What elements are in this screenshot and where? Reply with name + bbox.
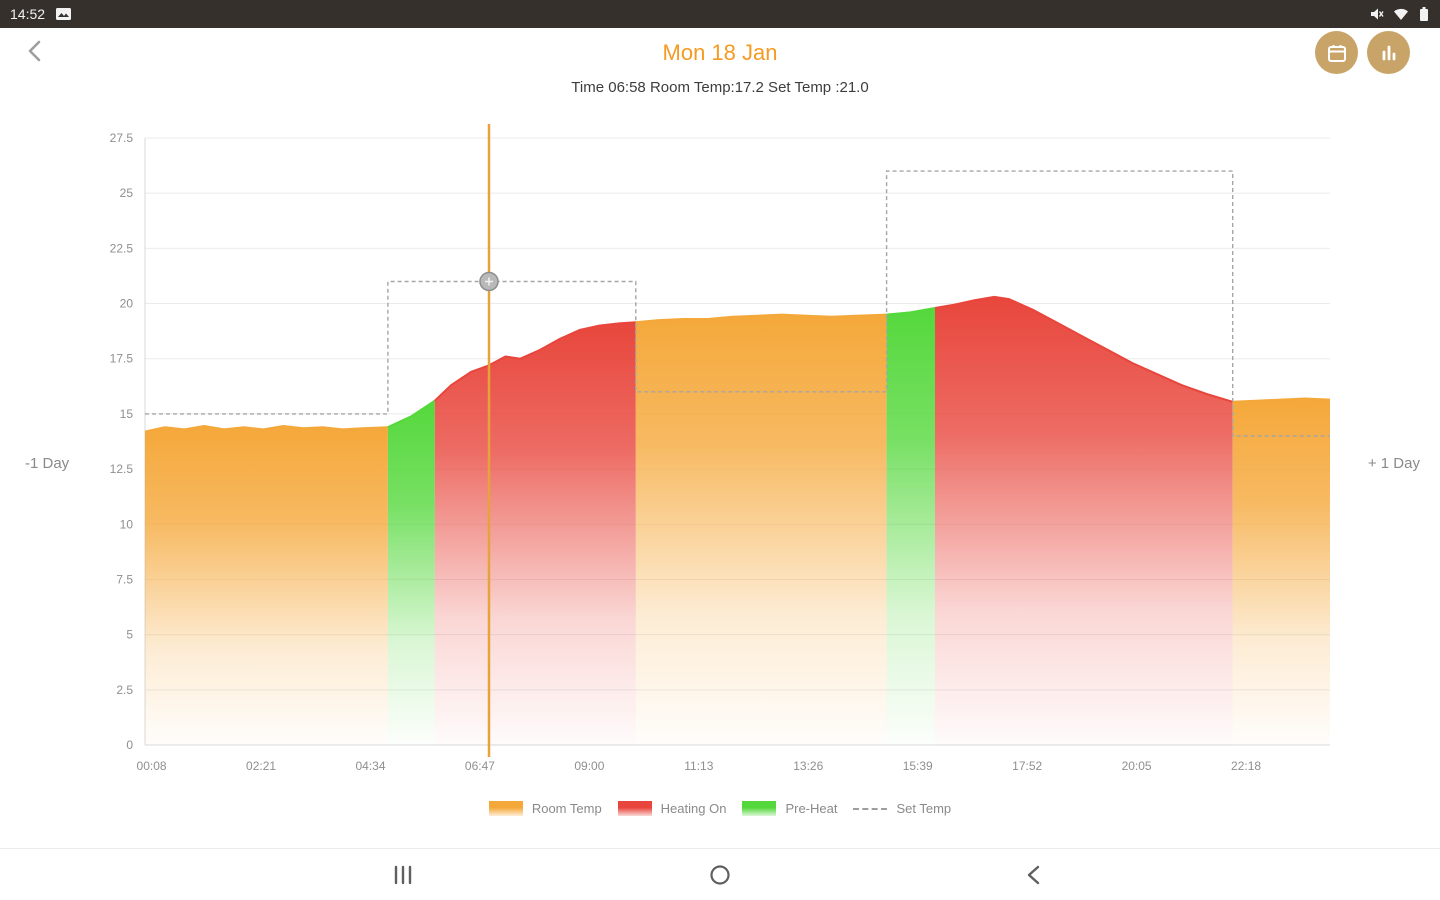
calendar-button[interactable] [1315,31,1358,74]
svg-text:12.5: 12.5 [110,462,134,476]
status-time: 14:52 [10,6,46,22]
svg-text:09:00: 09:00 [574,759,604,773]
svg-text:27.5: 27.5 [110,131,134,145]
wifi-icon [1394,8,1408,20]
battery-icon [1420,7,1428,21]
room-line [1232,397,1331,403]
svg-text:5: 5 [126,628,133,642]
calendar-icon [1327,44,1346,62]
android-nav-bar [0,848,1440,900]
cursor-readout: Time 06:58 Room Temp:17.2 Set Temp :21.0 [571,79,869,96]
heat-area [434,322,636,745]
legend-item-pre-heat: Pre-Heat [742,801,837,816]
legend-label-room-temp: Room Temp [531,801,602,816]
svg-text:15: 15 [120,407,134,421]
home-button[interactable] [690,849,750,900]
recents-button[interactable] [373,849,433,900]
back-button[interactable] [18,34,54,70]
svg-text:06:47: 06:47 [465,759,495,773]
temperature-chart[interactable]: 0 2.5 5 7.5 10 12.5 15 17.5 20 22.5 25 27.5 00:08 02:… [0,120,1440,780]
svg-text:04:34: 04:34 [355,759,385,773]
svg-text:7.5: 7.5 [116,572,133,586]
preheat-area [886,308,935,745]
recents-icon [394,865,412,885]
room-line [635,313,887,324]
prev-day-button[interactable]: -1 Day [25,455,70,472]
cursor-handle-cross [484,277,493,286]
status-bar: 14:52 [0,0,1440,28]
legend-item-heating-on: Heating On [617,801,727,816]
heat-line [934,295,1233,403]
svg-text:13:26: 13:26 [793,759,823,773]
svg-text:17:52: 17:52 [1012,759,1042,773]
next-day-button[interactable]: + 1 Day [1367,455,1420,472]
page-title: Mon 18 Jan [662,40,778,65]
room-line [144,425,388,433]
legend-item-room-temp: Room Temp [488,801,602,816]
svg-text:11:13: 11:13 [684,759,713,773]
svg-text:02:21: 02:21 [246,759,276,773]
svg-text:22:18: 22:18 [1231,759,1261,773]
svg-text:0: 0 [126,738,133,752]
legend-item-set-temp: Set Temp [853,801,951,816]
back-chevron-icon [28,40,41,61]
svg-text:17.5: 17.5 [110,352,134,366]
status-icons [1369,6,1430,22]
legend-label-set-temp: Set Temp [896,801,952,816]
notification-image-icon [56,8,72,20]
back-icon [1027,865,1040,885]
set-temp-line [145,170,1330,437]
bar-chart-icon [1382,45,1395,60]
preheat-area [387,400,435,745]
set-temp-swatch [853,807,888,810]
room-area [1232,398,1330,745]
legend-label-heating-on: Heating On [660,801,727,816]
svg-text:10: 10 [120,517,134,531]
svg-text:22.5: 22.5 [110,241,134,255]
pre-heat-swatch [742,801,777,816]
preheat-line [387,399,436,429]
mute-icon [1371,8,1384,20]
svg-text:2.5: 2.5 [116,683,133,697]
room-temp-swatch [488,801,523,816]
svg-text:25: 25 [120,186,134,200]
heating-on-swatch [617,801,652,816]
chart-legend: Room Temp Heating On Pre-Heat Set Temp [0,801,1440,816]
chart-view-button[interactable] [1367,31,1410,74]
back-nav-button[interactable] [1005,849,1065,900]
home-icon [710,865,730,885]
legend-label-pre-heat: Pre-Heat [785,801,838,816]
svg-text:15:39: 15:39 [903,759,933,773]
svg-text:20: 20 [120,297,134,311]
heat-area [935,296,1233,745]
room-area [635,314,887,745]
svg-text:00:08: 00:08 [137,759,167,773]
svg-text:20:05: 20:05 [1122,759,1152,773]
room-area [145,426,388,745]
preheat-line [886,307,936,316]
heat-line [434,321,636,402]
